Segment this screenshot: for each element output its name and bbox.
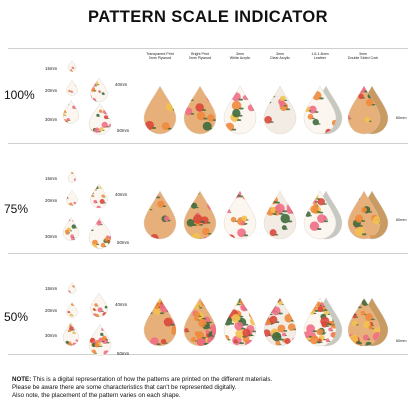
- note-label: NOTE:: [12, 376, 32, 383]
- size-label: 15mm: [45, 176, 58, 181]
- column-header-white-acrylic: 3mm White Acrylic: [229, 52, 251, 61]
- section-divider: [8, 143, 408, 144]
- size-label: 30mm: [45, 117, 58, 122]
- scale-label: 75%: [4, 202, 29, 216]
- transparent-print-shape: [143, 297, 177, 347]
- column-header-clear-acrylic: 3mm Clear Acrylic: [270, 52, 290, 61]
- column-header-transparent-print: Transparent Print 3mm Plywood: [146, 52, 174, 61]
- size-sample-shape: [67, 282, 77, 294]
- note-line-2: Please be aware there are some character…: [12, 384, 237, 392]
- note-line-1: This is a digital representation of how …: [32, 376, 273, 383]
- column-header-bright-print: Bright Print 3mm Plywood: [188, 52, 212, 61]
- size-label: 20mm: [45, 308, 58, 313]
- size-label: 20mm: [45, 88, 58, 93]
- section-divider: [8, 253, 408, 254]
- bright-print-shape: [183, 85, 217, 135]
- dimension-label: 60mm: [396, 116, 407, 120]
- column-header-cork: 3mm Double Sided Cork: [347, 52, 379, 61]
- bright-print-shape: [183, 297, 217, 347]
- size-sample-shape: [88, 103, 112, 135]
- size-label: 30mm: [45, 333, 58, 338]
- clear-acrylic-shape: [263, 85, 297, 135]
- page-title: PATTERN SCALE INDICATOR: [88, 8, 328, 26]
- size-label: 15mm: [45, 66, 58, 71]
- size-label: 40mm: [115, 82, 128, 87]
- size-sample-shape: [88, 217, 112, 249]
- size-sample-shape: [66, 302, 78, 318]
- section-divider: [8, 354, 408, 355]
- clear-acrylic-shape: [263, 297, 297, 347]
- note-line-3: Also note, the placement of the pattern …: [12, 392, 181, 400]
- clear-acrylic-shape: [263, 190, 297, 240]
- size-sample-shape: [90, 183, 108, 209]
- size-sample-shape: [62, 100, 80, 124]
- size-label: 50mm: [117, 128, 130, 133]
- white-acrylic-shape: [223, 85, 257, 135]
- size-label: 30mm: [45, 234, 58, 239]
- section-divider: [8, 48, 408, 49]
- size-sample-shape: [90, 77, 108, 103]
- bright-print-shape: [183, 190, 217, 240]
- size-label: 40mm: [115, 302, 128, 307]
- footnote: NOTE: This is a digital representation o…: [12, 376, 408, 400]
- dimension-label: 60mm: [396, 339, 407, 343]
- dimension-label: 60mm: [396, 218, 407, 222]
- size-sample-shape: [66, 80, 78, 96]
- size-sample-shape: [67, 171, 77, 183]
- size-sample-shape: [66, 190, 78, 206]
- size-sample-shape: [88, 324, 112, 356]
- size-label: 15mm: [45, 286, 58, 291]
- white-acrylic-shape: [223, 190, 257, 240]
- transparent-print-shape: [143, 190, 177, 240]
- size-label: 50mm: [117, 240, 130, 245]
- size-label: 50mm: [117, 351, 130, 356]
- size-label: 40mm: [115, 192, 128, 197]
- scale-label: 100%: [4, 88, 35, 102]
- transparent-print-shape: [143, 85, 177, 135]
- size-sample-shape: [62, 322, 80, 346]
- white-acrylic-shape: [223, 297, 257, 347]
- size-sample-shape: [67, 60, 77, 72]
- column-header-leather: 1.6-1.8mm Leather: [311, 52, 329, 61]
- size-sample-shape: [90, 292, 108, 318]
- size-label: 20mm: [45, 198, 58, 203]
- size-sample-shape: [62, 217, 80, 241]
- scale-label: 50%: [4, 310, 29, 324]
